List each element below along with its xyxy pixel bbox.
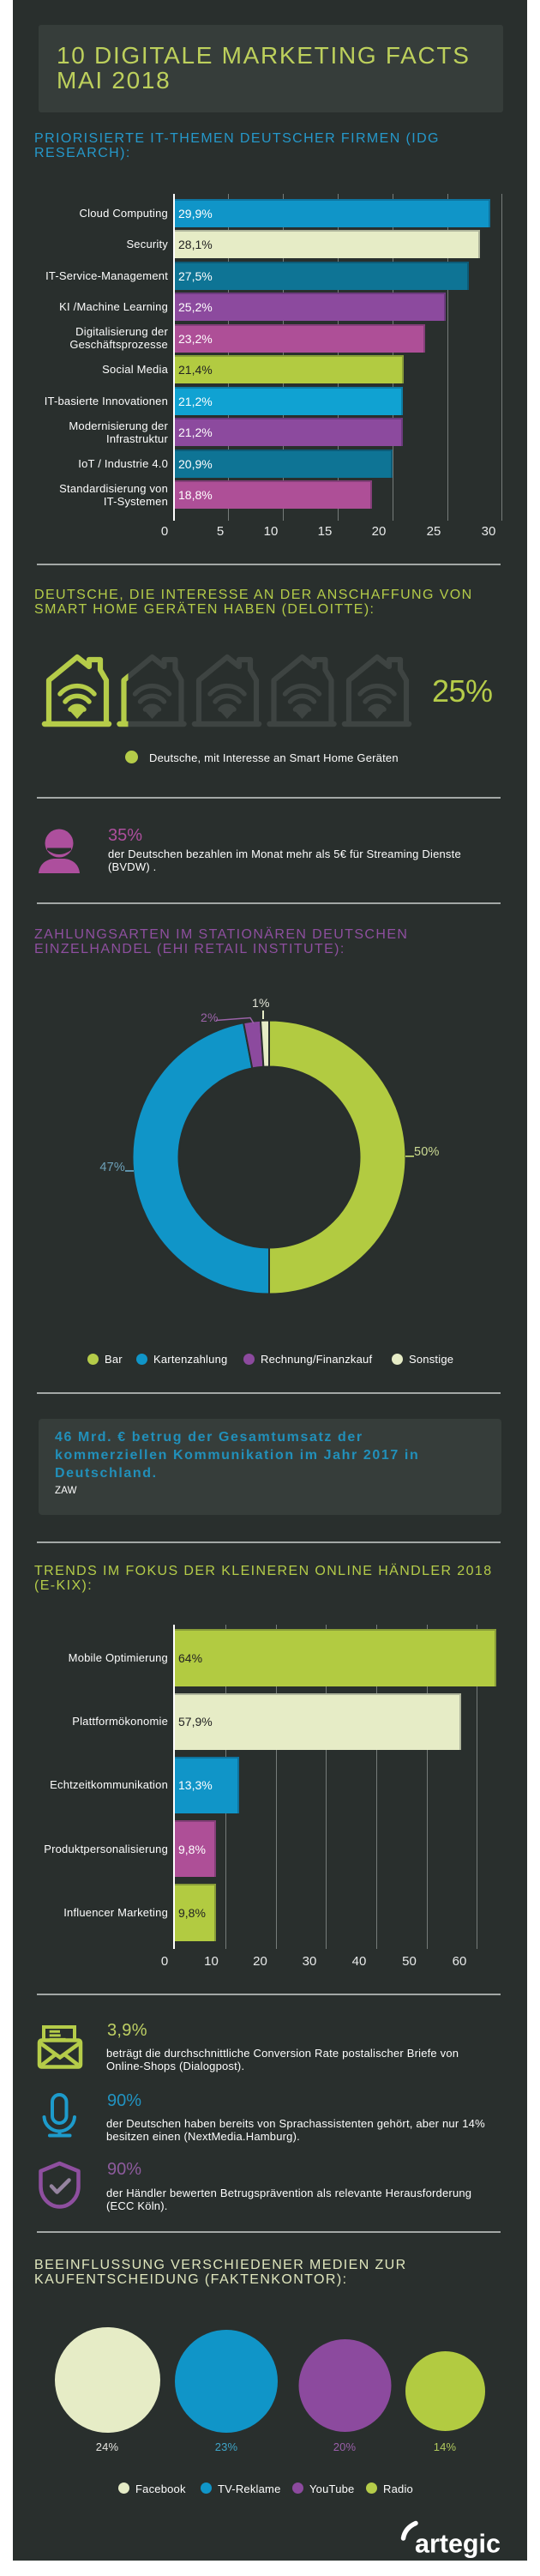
svg-text:artegic: artegic <box>415 2529 501 2559</box>
